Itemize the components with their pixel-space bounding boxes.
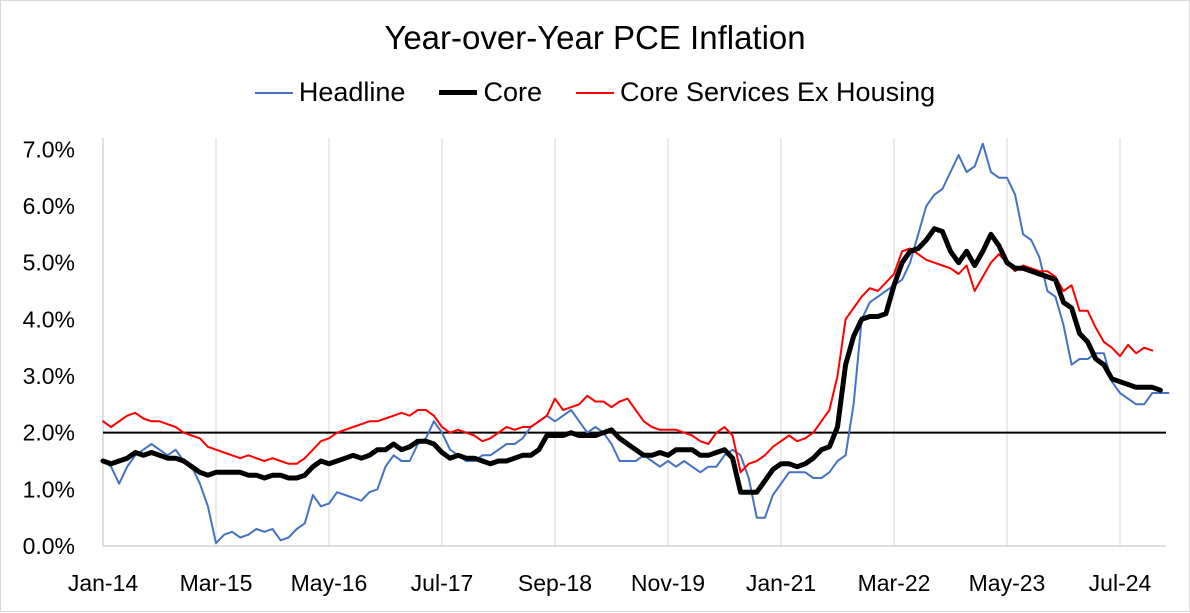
- y-tick-label: 2.0%: [23, 420, 75, 446]
- x-tick-label: May-23: [969, 570, 1046, 596]
- series-line-core-services: [102, 247, 1154, 474]
- x-tick-label: Jul-17: [411, 570, 474, 596]
- series-line-headline: [102, 142, 1170, 545]
- legend-item-core: Core: [439, 77, 542, 108]
- y-tick-label: 1.0%: [23, 476, 75, 502]
- legend-swatch-core: [439, 90, 478, 95]
- chart-title: Year-over-Year PCE Inflation: [384, 19, 806, 56]
- x-tick-label: Jan-14: [68, 570, 139, 596]
- series-line-core: [100, 226, 1163, 495]
- legend-item-core-services: Core Services Ex Housing: [575, 77, 936, 108]
- y-tick-label: 6.0%: [23, 193, 75, 219]
- legend-label-core: Core: [483, 77, 542, 107]
- legend-swatch-core-services: [575, 91, 614, 94]
- x-tick-label: Mar-22: [858, 570, 931, 596]
- y-tick-label: 4.0%: [23, 306, 75, 332]
- x-tick-label: Jan-21: [746, 570, 816, 596]
- x-tick-label: Nov-19: [631, 570, 705, 596]
- y-tick-label: 5.0%: [23, 250, 75, 276]
- x-tick-label: Jul-24: [1089, 570, 1152, 596]
- legend-label-headline: Headline: [298, 77, 406, 107]
- legend: Headline Core Core Services Ex Housing: [1, 77, 1189, 108]
- x-tick-label: May-16: [291, 570, 368, 596]
- legend-item-headline: Headline: [254, 77, 406, 108]
- legend-swatch-headline: [254, 91, 293, 94]
- y-tick-label: 7.0%: [23, 136, 75, 162]
- x-tick-label: Sep-18: [518, 570, 592, 596]
- y-tick-label: 0.0%: [23, 533, 75, 559]
- x-tick-label: Mar-15: [180, 570, 253, 596]
- legend-label-core-services: Core Services Ex Housing: [619, 77, 936, 107]
- y-tick-label: 3.0%: [23, 363, 75, 389]
